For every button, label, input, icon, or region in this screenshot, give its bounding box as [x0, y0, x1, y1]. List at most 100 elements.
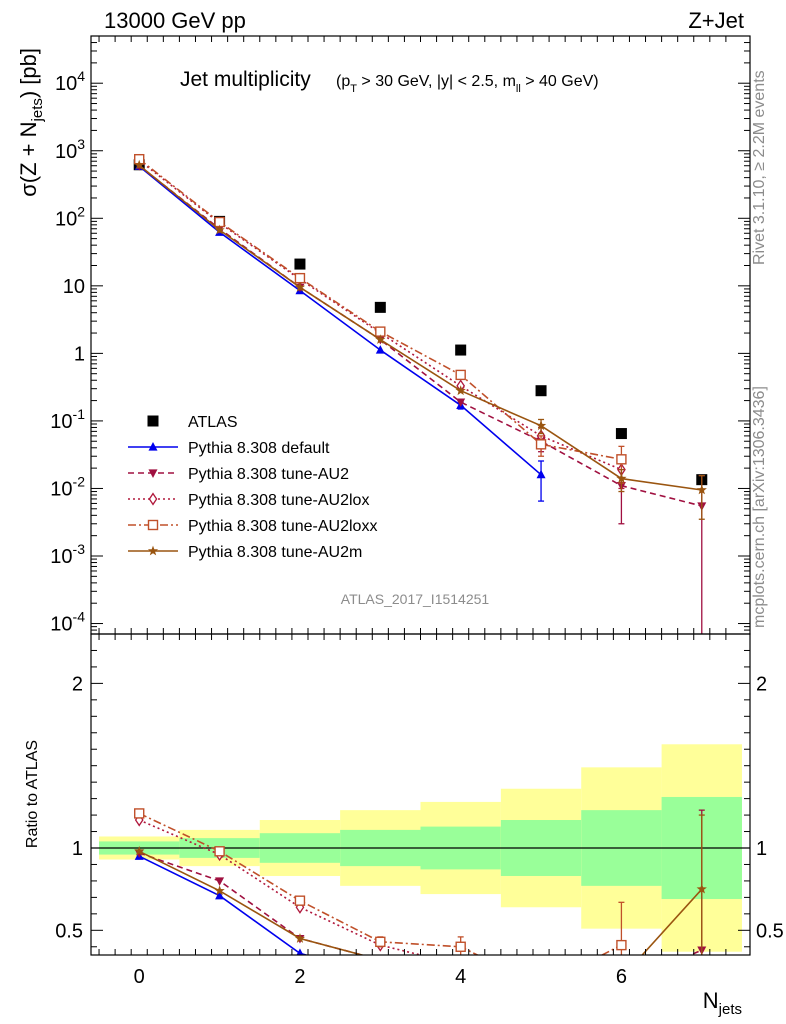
main-y-tick-label: 10-3 — [50, 541, 85, 568]
main-point — [455, 385, 466, 396]
mcplots-label: mcplots.cern.ch [arXiv:1306.3436] — [751, 386, 768, 628]
legend-entry: Pythia 8.308 default — [128, 440, 330, 457]
main-series-0 — [133, 159, 708, 486]
legend-label: Pythia 8.308 tune-AU2m — [188, 544, 362, 561]
main-point — [134, 159, 145, 170]
main-y-axis-label: σ(Z + Njets) [pb] — [16, 48, 46, 197]
main-point — [294, 281, 306, 292]
main-point — [375, 334, 386, 344]
main-point — [696, 484, 707, 495]
ratio-line — [138, 850, 703, 955]
main-line — [138, 164, 702, 491]
legend-entry: Pythia 8.308 tune-AU2 — [128, 466, 349, 483]
main-y-tick-label: 104 — [55, 68, 85, 95]
legend: ATLAS Pythia 8.308 default Pythia 8.308 tu… — [128, 414, 377, 561]
legend-marker — [147, 415, 159, 427]
ratio-line — [138, 855, 310, 955]
axes: 10-4 10-3 10-2 10-1 1 10 102 103 104 0 2 4 6 0.5 0.5 1 1… — [16, 35, 784, 1018]
legend-marker — [147, 519, 159, 531]
ratio-y-tick-label: 1 — [72, 838, 83, 860]
ratio-point — [537, 973, 544, 984]
ratio-point — [455, 941, 466, 952]
ratio-point — [696, 883, 707, 894]
ratio-point — [376, 956, 385, 965]
main-point — [375, 345, 385, 354]
legend-entry: Pythia 8.308 tune-AU2lox — [128, 492, 369, 509]
rivet-label: Rivet 3.1.10, ≥ 2.2M events — [751, 70, 768, 265]
main-point — [294, 272, 306, 284]
ratio-y-tick-label-right: 1 — [756, 838, 767, 860]
ratio-point — [294, 895, 306, 906]
ratio-point — [537, 979, 546, 988]
ratio-y-tick-label-right: 2 — [756, 673, 767, 695]
legend-marker — [148, 442, 158, 451]
main-y-tick-label: 1 — [74, 343, 85, 365]
legend-entry: Pythia 8.308 tune-AU2loxx — [128, 518, 377, 535]
ratio-point — [134, 808, 145, 819]
ratio-y-tick-label-right: 0.5 — [756, 920, 784, 942]
x-axis-label: Njets — [703, 988, 742, 1018]
legend-label: Pythia 8.308 tune-AU2lox — [188, 492, 369, 509]
x-tick-label: 2 — [294, 966, 305, 988]
main-point — [294, 258, 306, 270]
ratio-panel — [134, 808, 707, 991]
main-point — [535, 420, 547, 431]
legend-label: Pythia 8.308 tune-AU2 — [188, 466, 349, 483]
main-y-tick-label: 102 — [55, 203, 85, 230]
main-y-tick-label: 10 — [63, 276, 85, 298]
ratio-point — [215, 877, 225, 886]
ratio-y-axis-label: Ratio to ATLAS — [24, 740, 41, 848]
ratio-point — [294, 933, 306, 943]
ratio-y-tick-label: 2 — [72, 673, 83, 695]
energy-label: 13000 GeV pp — [104, 8, 246, 33]
main-y-tick-label: 10-4 — [50, 609, 85, 636]
ratio-series-3 — [134, 808, 627, 991]
legend-label: ATLAS — [188, 414, 238, 431]
ratio-y-tick-label: 0.5 — [55, 920, 83, 942]
main-point — [455, 344, 467, 356]
ratio-point — [214, 885, 225, 896]
main-line — [138, 165, 542, 476]
ratio-point — [380, 954, 381, 955]
ratio-point — [134, 845, 145, 856]
main-point — [535, 439, 547, 450]
legend-marker — [147, 545, 159, 556]
main-panel — [133, 153, 708, 634]
main-line — [138, 165, 702, 507]
main-point — [374, 301, 386, 313]
main-point — [616, 454, 627, 465]
ratio-point — [214, 846, 225, 857]
main-point — [536, 469, 546, 479]
x-tick-label: 4 — [455, 966, 466, 988]
ratio-point — [536, 958, 546, 968]
ratio-point — [375, 936, 386, 948]
ratio-point — [537, 982, 546, 991]
x-tick-label: 0 — [134, 966, 145, 988]
legend-marker — [148, 469, 158, 478]
ratio-point — [215, 890, 225, 900]
ratio-uncertainty-bands — [91, 744, 750, 952]
main-point — [456, 398, 466, 408]
main-series-3 — [134, 153, 626, 490]
main-y-tick-label: 103 — [55, 136, 85, 163]
x-tick-label: 6 — [616, 966, 627, 988]
legend-entry: ATLAS — [147, 414, 238, 431]
process-label: Z+Jet — [688, 8, 744, 33]
main-point — [616, 473, 627, 483]
main-y-tick-label: 10-1 — [50, 406, 85, 433]
legend-label: Pythia 8.308 tune-AU2loxx — [188, 518, 377, 535]
analysis-id: ATLAS_2017_I1514251 — [341, 591, 490, 607]
ratio-point — [616, 939, 627, 951]
ratio-series-4 — [134, 814, 707, 968]
main-point — [615, 428, 627, 440]
chart-title: Jet multiplicity — [180, 68, 311, 91]
chart-title-cuts: (pT > 30 GeV, |y| < 2.5, mll > 40 GeV) — [336, 73, 599, 95]
main-y-tick-label: 10-2 — [50, 473, 85, 500]
legend-marker — [148, 492, 158, 506]
main-point — [455, 369, 466, 381]
ratio-line — [138, 852, 703, 955]
ratio-point — [296, 948, 304, 955]
main-point — [535, 385, 547, 397]
legend-label: Pythia 8.308 default — [188, 440, 330, 457]
